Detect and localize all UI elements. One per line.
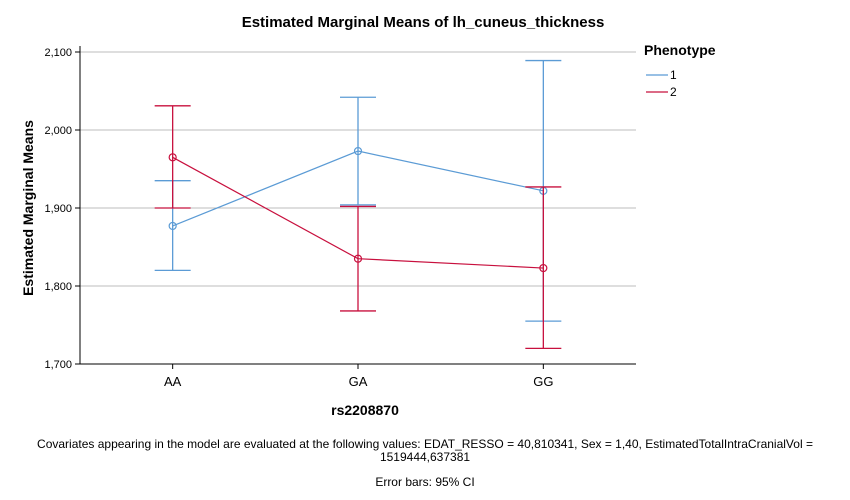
legend-entry-2: 2	[646, 85, 677, 99]
y-axis-label: Estimated Marginal Means	[20, 120, 36, 296]
point-1-GA	[353, 146, 363, 156]
legend-label-2: 2	[670, 85, 677, 99]
y-axis-ticks: 1,700 1,800 1,900 2,000 2,100	[44, 47, 80, 371]
plot-area	[154, 59, 562, 350]
legend-title: Phenotype	[644, 42, 716, 58]
errorbars-note: Error bars: 95% CI	[375, 475, 475, 489]
ytick-label-2: 1,900	[44, 203, 72, 215]
point-1-AA	[168, 221, 177, 231]
ytick-label-0: 1,700	[44, 359, 72, 371]
legend-label-1: 1	[670, 68, 677, 82]
series-2	[154, 105, 562, 350]
covariates-line-1: Covariates appearing in the model are ev…	[37, 437, 813, 451]
covariates-note: Covariates appearing in the model are ev…	[0, 438, 850, 464]
point-2-GG	[539, 263, 548, 273]
point-2-AA	[168, 153, 177, 162]
ytick-label-3: 2,000	[44, 125, 72, 137]
series-line-1	[172, 150, 544, 227]
legend-entry-1: 1	[646, 68, 677, 82]
covariates-line-2: 1519444,637381	[379, 450, 471, 464]
xtick-label-0: AA	[164, 374, 182, 389]
ytick-label-1: 1,800	[44, 281, 72, 293]
errorbar-2-AA	[154, 105, 191, 209]
xtick-label-2: GG	[533, 374, 553, 389]
emm-chart: Estimated Marginal Means of lh_cuneus_th…	[20, 14, 716, 418]
legend: Phenotype 1 2	[644, 42, 716, 99]
x-axis-label: rs2208870	[331, 402, 399, 418]
xtick-label-1: GA	[349, 374, 368, 389]
x-axis-ticks: AA GA GG	[164, 364, 553, 389]
point-2-GA	[353, 254, 363, 263]
series-line-2	[172, 156, 544, 269]
ytick-label-4: 2,100	[44, 47, 72, 59]
chart-title: Estimated Marginal Means of lh_cuneus_th…	[242, 14, 605, 31]
